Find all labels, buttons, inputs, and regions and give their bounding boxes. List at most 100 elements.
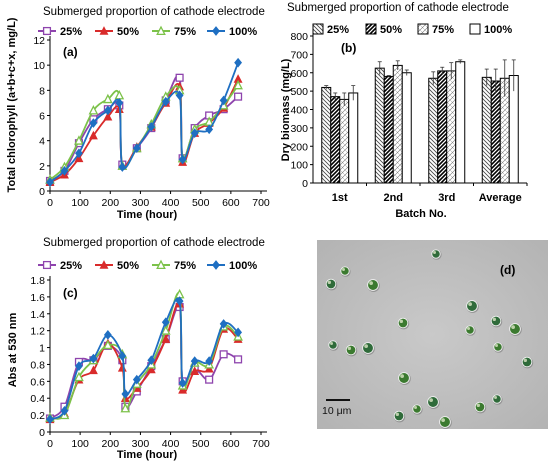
data-point	[147, 355, 156, 366]
x-tick-label: 100	[71, 197, 89, 209]
x-tick-label: 200	[102, 197, 120, 209]
panel-b-title: Submerged proportion of cathode electrod…	[287, 2, 509, 14]
legend-label: 100%	[229, 260, 257, 272]
bar	[481, 76, 492, 184]
x-tick-label: 200	[102, 438, 120, 450]
y-tick-label: 200	[290, 141, 308, 153]
algae-cell-highlight	[511, 325, 515, 329]
panel-a-label: (a)	[63, 45, 78, 59]
legend-label: 50%	[380, 24, 402, 36]
category-label: Average	[479, 192, 522, 204]
data-point	[60, 406, 69, 416]
x-tick-label: 400	[162, 438, 180, 450]
algae-cell-body	[439, 416, 451, 428]
bar	[392, 64, 403, 184]
data-point	[88, 105, 99, 115]
data-point	[233, 79, 243, 90]
panel-d-label: (d)	[500, 263, 515, 277]
algae-cell-body	[362, 342, 374, 354]
bar	[321, 86, 332, 184]
data-point	[190, 128, 199, 138]
algae-cell-body	[492, 394, 502, 404]
y-tick-label: 0	[302, 178, 308, 190]
x-tick-label: 0	[47, 438, 53, 450]
algae-cell-body	[521, 356, 533, 368]
data-point	[161, 317, 170, 328]
data-point	[89, 353, 98, 364]
legend-swatch	[365, 23, 377, 35]
scale-bar	[326, 399, 350, 401]
y-tick-label: 0	[39, 186, 45, 198]
panel-c-ylabel: Abs at 530 nm	[7, 312, 19, 387]
algae-cell-body	[328, 340, 338, 350]
data-point	[88, 130, 98, 140]
algae-cell-highlight	[395, 412, 399, 416]
y-tick-label: 1.2	[30, 326, 45, 338]
algae-cell-body	[412, 404, 422, 414]
y-tick-label: 4	[39, 136, 45, 148]
series-50pct	[45, 74, 243, 186]
panel-c-line-chart: Submerged proportion of cathode electrod…	[7, 237, 270, 461]
algae-cell-highlight	[414, 406, 417, 409]
data-point	[205, 356, 214, 366]
data-point	[74, 135, 84, 145]
series-100pct	[46, 296, 243, 425]
algae-cell-highlight	[476, 403, 480, 407]
x-tick-label: 700	[252, 438, 270, 450]
legend-label: 75%	[174, 26, 196, 38]
y-tick-label: 100	[290, 160, 308, 172]
series-line	[49, 291, 239, 420]
data-point	[118, 162, 127, 172]
algae-cell-body	[340, 266, 350, 276]
legend-swatch	[469, 23, 481, 35]
legend-label: 50%	[117, 26, 139, 38]
legend-marker	[99, 26, 109, 35]
panel-d-micrograph: (d) 10 μm	[317, 240, 548, 429]
data-point	[219, 95, 228, 106]
algae-cell-highlight	[523, 358, 527, 362]
data-point	[75, 148, 83, 159]
data-point	[161, 96, 170, 107]
data-point	[219, 350, 228, 359]
bar	[383, 75, 394, 184]
x-tick-label: 500	[192, 438, 210, 450]
algae-cell-body	[325, 278, 337, 290]
data-point	[132, 143, 141, 154]
algae-cell-body	[345, 344, 357, 356]
y-tick-label: 600	[290, 68, 308, 80]
data-point	[160, 325, 171, 335]
x-tick-label: 600	[222, 438, 240, 450]
y-tick-label: 500	[290, 86, 308, 98]
algae-cell-body	[431, 249, 441, 259]
legend-swatch	[417, 23, 429, 35]
bar	[437, 70, 448, 184]
algae-cell-body	[490, 315, 502, 327]
data-point	[117, 362, 127, 372]
data-point	[219, 319, 228, 329]
y-tick-label: 1.8	[30, 275, 45, 287]
category-label: 1st	[332, 192, 348, 204]
algae-cell-highlight	[364, 344, 368, 348]
data-point	[46, 177, 54, 188]
data-point	[60, 166, 69, 176]
algae-cell-body	[393, 410, 405, 422]
x-tick-label: 100	[71, 438, 89, 450]
algae-cell-body	[466, 300, 478, 312]
y-tick-label: 2	[39, 161, 45, 173]
x-tick-label: 0	[47, 197, 53, 209]
algae-cell-body	[398, 372, 410, 384]
data-point	[88, 365, 98, 375]
panel-b-xlabel: Batch No.	[395, 208, 446, 220]
x-tick-label: 300	[132, 438, 150, 450]
category-label: 2nd	[383, 192, 403, 204]
y-tick-label: 1	[39, 343, 45, 355]
y-tick-label: 1.6	[30, 292, 45, 304]
x-tick-label: 700	[252, 197, 270, 209]
y-tick-label: 0.8	[30, 359, 45, 371]
panel-a-ylabel: Total chlorophyll (a+b+c+x, mg/L)	[6, 17, 18, 192]
panel-c-title: Submerged proportion of cathode electrod…	[43, 237, 265, 249]
bar	[330, 96, 341, 184]
legend-label: 75%	[174, 260, 196, 272]
data-point	[234, 327, 243, 338]
algae-cell-highlight	[342, 268, 345, 271]
